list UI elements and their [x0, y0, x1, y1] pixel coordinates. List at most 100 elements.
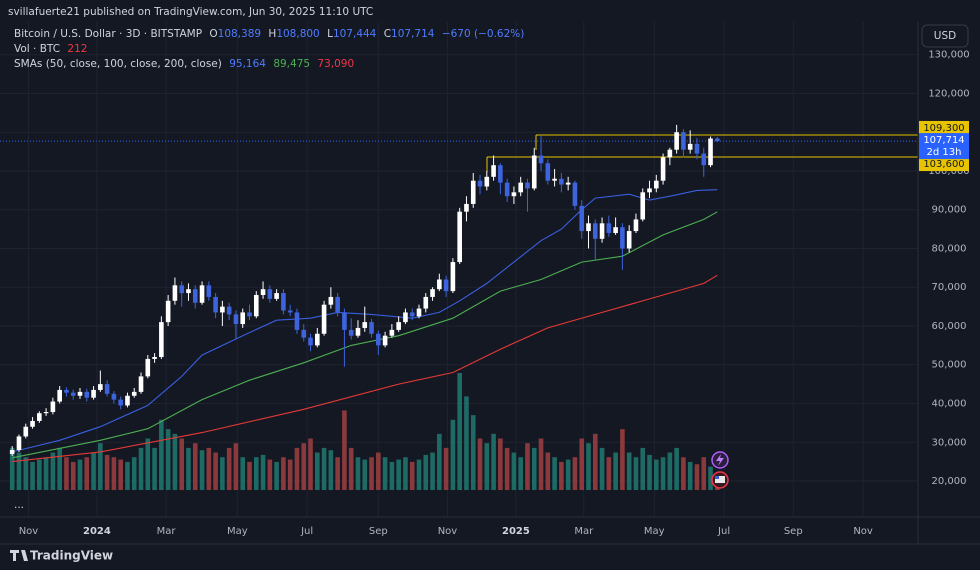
- volume-bar: [152, 447, 157, 490]
- volume-bar: [199, 450, 205, 490]
- candle-body: [206, 285, 212, 297]
- volume-label: Vol · BTC: [14, 43, 60, 55]
- volume-bar: [694, 464, 700, 490]
- candle-body: [613, 227, 618, 233]
- candle-body: [98, 384, 103, 390]
- volume-bar: [538, 438, 544, 490]
- sma-value: 73,090: [317, 58, 354, 70]
- level-label: 103,600: [923, 159, 964, 170]
- volume-bar: [484, 443, 490, 490]
- volume-bar: [416, 459, 422, 490]
- last-price-label: 107,714: [923, 135, 964, 146]
- x-tick-label: May: [227, 526, 248, 537]
- candle-body: [579, 205, 585, 232]
- candle-body: [518, 182, 523, 193]
- volume-bar: [586, 443, 591, 490]
- candle-body: [369, 322, 374, 334]
- candle-body: [138, 376, 144, 392]
- y-tick-label: 70,000: [932, 282, 967, 293]
- volume-bar: [30, 461, 35, 490]
- event-icon-glyph: [716, 454, 724, 466]
- level-label-box: [919, 157, 969, 172]
- volume-bar: [301, 443, 307, 490]
- candle-body: [545, 163, 551, 181]
- plot-area: [0, 22, 918, 517]
- volume-bar: [369, 457, 374, 490]
- sma-line: [12, 211, 718, 459]
- more-button[interactable]: ...: [14, 499, 24, 511]
- y-tick-label: 30,000: [932, 437, 967, 448]
- candle-body: [694, 143, 700, 154]
- volume-bar: [660, 457, 666, 490]
- volume-bar: [50, 452, 56, 490]
- volume-bar: [552, 457, 557, 490]
- ohlc-key: O: [209, 28, 217, 40]
- candle-body: [50, 401, 56, 413]
- candle-body: [681, 132, 686, 150]
- volume-bar: [681, 457, 686, 490]
- candle-body: [376, 333, 381, 346]
- volume-bar: [335, 457, 340, 490]
- candle-body: [267, 289, 273, 299]
- volume-bar: [572, 457, 578, 490]
- candle-body: [525, 182, 530, 189]
- candle-body: [281, 293, 286, 311]
- candle-body: [233, 314, 239, 325]
- candle-body: [687, 143, 693, 150]
- volume-bar: [104, 454, 110, 490]
- candle-body: [464, 203, 469, 212]
- volume-bar: [84, 457, 90, 490]
- ohlc-key: H: [268, 28, 276, 40]
- candle-body: [430, 289, 435, 297]
- x-tick-label: Mar: [157, 526, 177, 537]
- volume-bar: [620, 429, 625, 490]
- candle-body: [538, 155, 544, 164]
- candle-body: [504, 182, 510, 197]
- volume-bar: [708, 466, 713, 490]
- volume-bar: [274, 461, 279, 490]
- volume-bar: [213, 452, 218, 490]
- volume-bar: [138, 447, 144, 490]
- volume-bar: [328, 450, 334, 490]
- candle-body: [443, 279, 449, 292]
- candle-body: [77, 391, 83, 396]
- candle-body: [511, 192, 517, 197]
- ohlc-key: C: [384, 28, 391, 40]
- currency[interactable]: USD: [934, 30, 956, 42]
- candle-body: [660, 157, 666, 181]
- volume-bar: [389, 461, 395, 490]
- candle-body: [640, 192, 646, 220]
- y-tick-label: 40,000: [932, 398, 967, 409]
- y-tick-label: 130,000: [928, 50, 969, 61]
- x-tick-label: 2024: [83, 526, 111, 537]
- volume-bar: [531, 447, 537, 490]
- candle-body: [43, 412, 49, 414]
- volume-value: 212: [67, 43, 87, 55]
- candle-body: [599, 223, 605, 239]
- candle-body: [409, 312, 415, 317]
- volume-bar: [559, 461, 564, 490]
- sma-line: [12, 274, 718, 463]
- candle-body: [484, 176, 490, 187]
- candle-body: [423, 296, 429, 309]
- volume-bar: [314, 452, 320, 490]
- volume-bar: [294, 447, 300, 490]
- candle-body: [57, 389, 62, 402]
- volume-bar: [498, 438, 503, 490]
- volume-bar: [342, 410, 347, 490]
- volume-bar: [647, 454, 652, 490]
- sma-line: SMAs (50, close, 100, close, 200, close)…: [14, 58, 354, 70]
- volume-bar: [457, 373, 462, 490]
- candle-body: [437, 279, 442, 290]
- currency-button[interactable]: [921, 24, 969, 48]
- sma-line: [12, 189, 718, 453]
- x-tick-label: Nov: [19, 526, 39, 537]
- candle-body: [186, 289, 191, 294]
- candle-body: [30, 420, 35, 427]
- level-label-box: [919, 120, 969, 135]
- candle-body: [260, 289, 266, 295]
- candle-body: [457, 211, 462, 263]
- candle-body: [362, 322, 368, 328]
- volume-bar: [260, 454, 266, 490]
- candle-body: [470, 180, 476, 204]
